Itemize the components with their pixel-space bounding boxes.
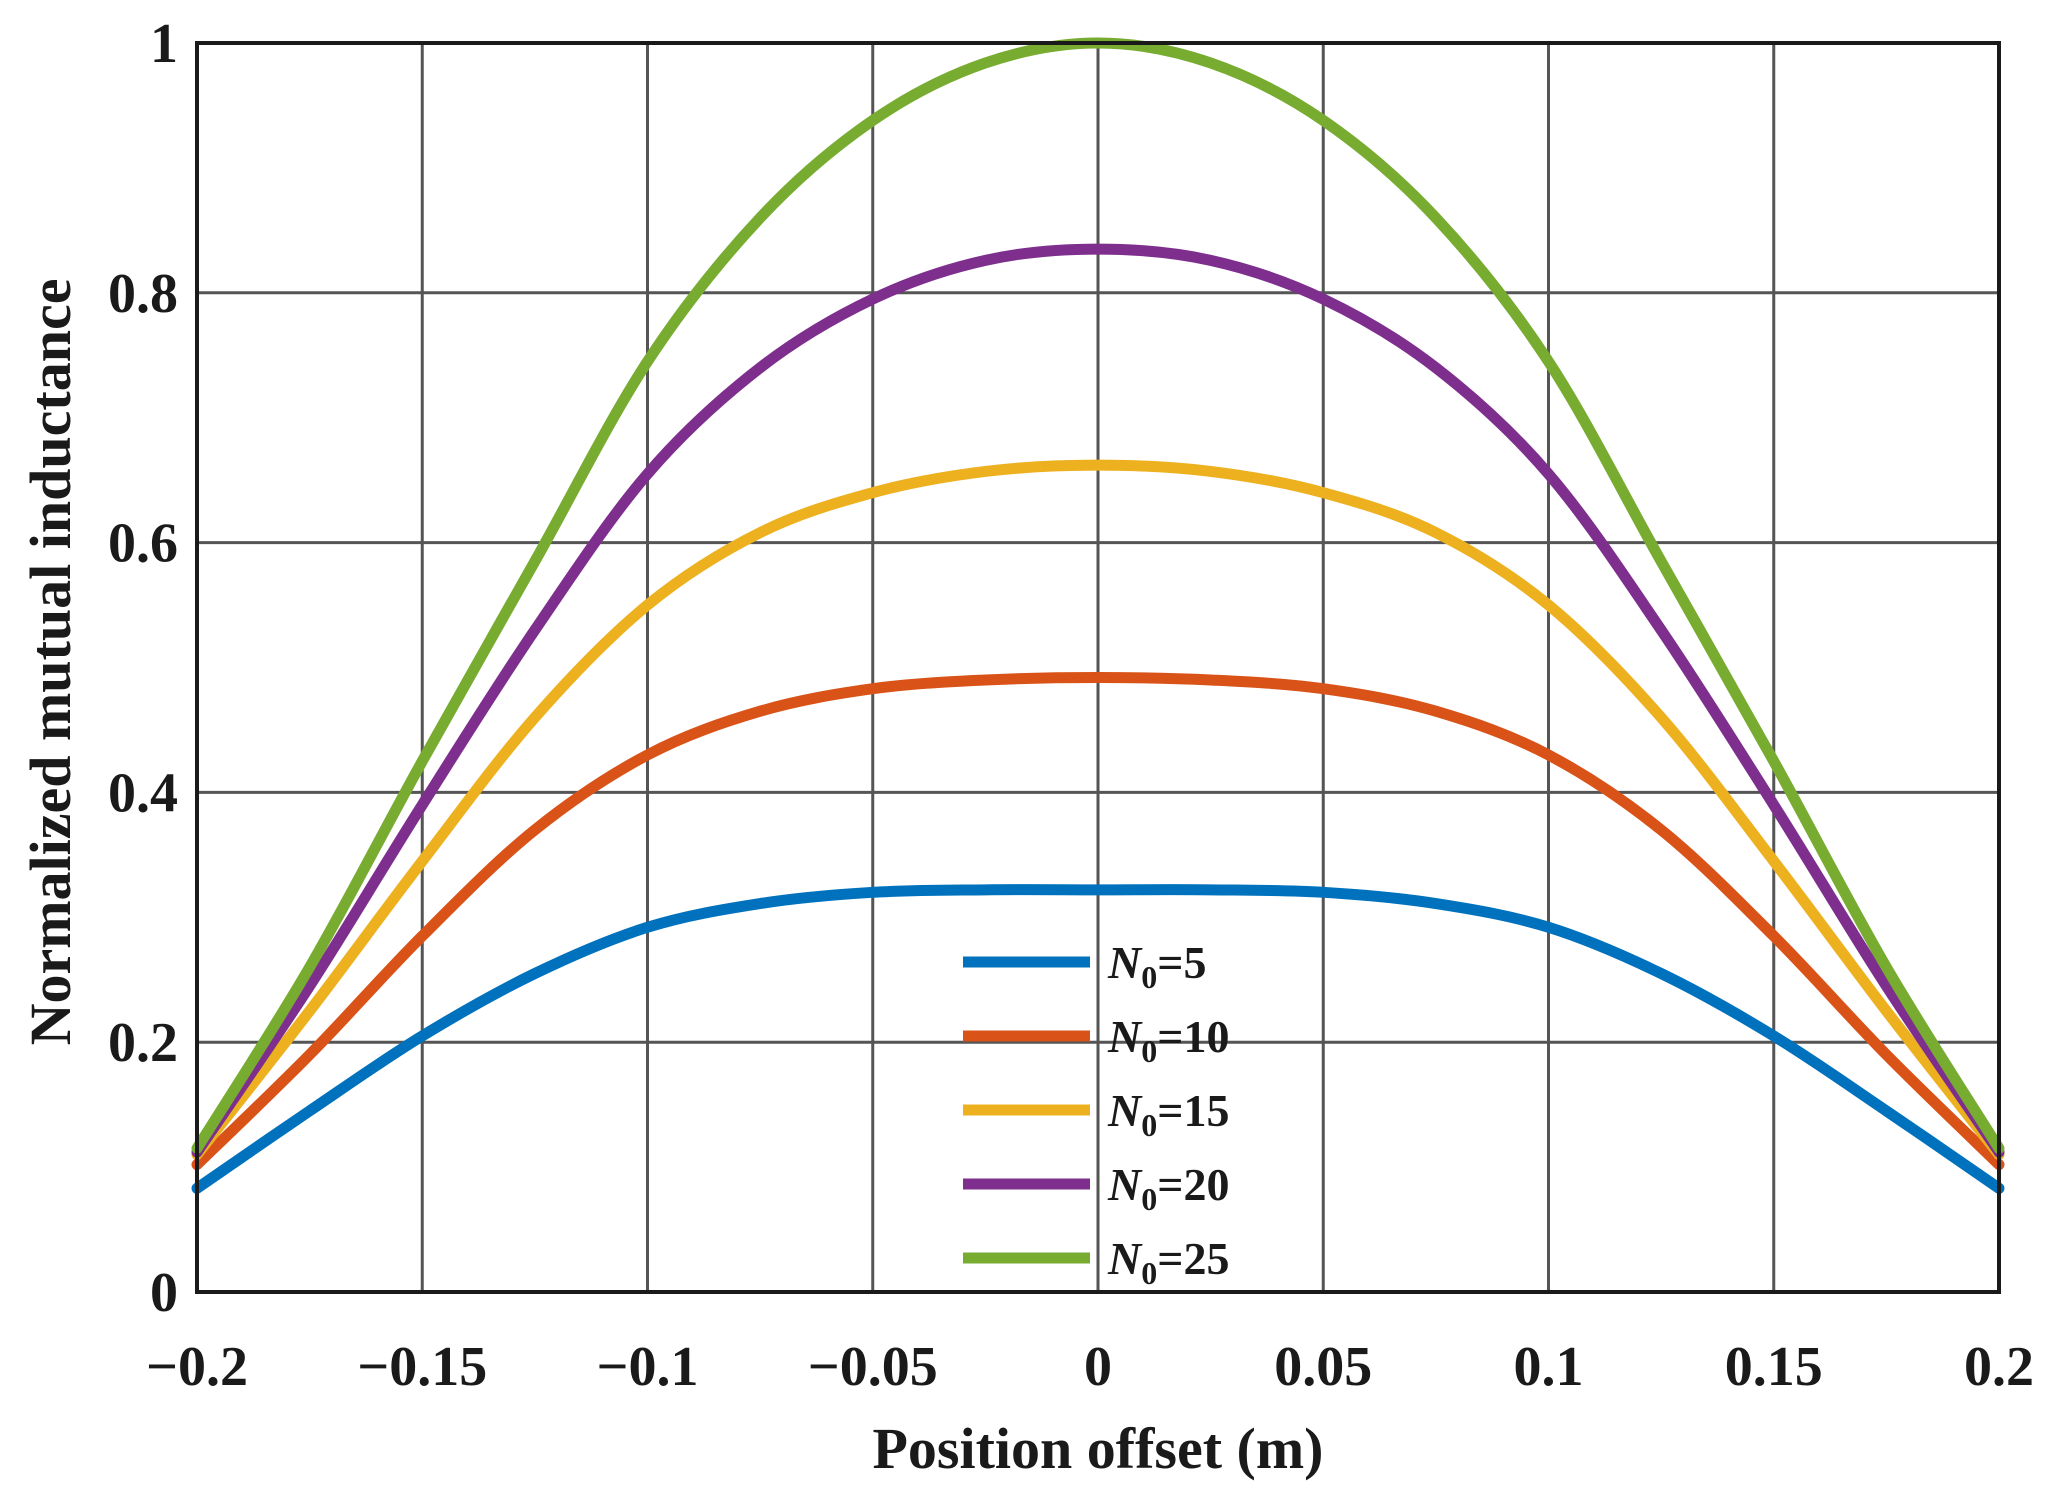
series-line-2 — [191, 671, 2005, 1171]
series-line-4 — [191, 243, 2005, 1158]
x-tick-label: −0.15 — [357, 1336, 487, 1398]
y-axis-label: Normalized mutual inductance — [18, 279, 83, 1046]
x-tick-label: 0.1 — [1514, 1336, 1584, 1398]
y-tick-label: 0.4 — [108, 762, 178, 824]
grid — [195, 41, 2001, 1294]
x-axis-label: Position offset (m) — [872, 1416, 1323, 1481]
y-tick-label: 0.8 — [108, 263, 178, 325]
x-axis-ticks: −0.2 −0.15 −0.1 −0.05 0 0.05 0.1 0.15 0.2 — [146, 1336, 2034, 1398]
x-tick-label: −0.1 — [597, 1336, 699, 1398]
x-tick-label: −0.05 — [808, 1336, 938, 1398]
y-tick-label: 0.2 — [108, 1012, 178, 1074]
y-tick-label: 0.6 — [108, 513, 178, 575]
series-line-1 — [191, 884, 2005, 1194]
y-tick-label: 0 — [150, 1262, 178, 1324]
legend-label-2: N0=10 — [1107, 1011, 1229, 1069]
y-axis-ticks: 0 0.2 0.4 0.6 0.8 1 — [108, 13, 178, 1324]
x-tick-label: −0.2 — [146, 1336, 248, 1398]
x-tick-label: 0.05 — [1274, 1336, 1372, 1398]
y-tick-label: 1 — [150, 13, 178, 75]
series-line-3 — [191, 459, 2005, 1161]
x-tick-label: 0.15 — [1725, 1336, 1823, 1398]
legend-label-3: N0=15 — [1107, 1085, 1229, 1143]
x-tick-label: 0.2 — [1964, 1336, 2034, 1398]
legend-label-1: N0=5 — [1107, 937, 1206, 995]
legend-label-5: N0=25 — [1107, 1233, 1229, 1291]
x-tick-label: 0 — [1084, 1336, 1112, 1398]
legend: N0=5 N0=10 N0=15 N0=20 N0=25 — [963, 937, 1229, 1291]
plot-frame — [195, 41, 2001, 1294]
legend-label-4: N0=20 — [1107, 1159, 1229, 1217]
